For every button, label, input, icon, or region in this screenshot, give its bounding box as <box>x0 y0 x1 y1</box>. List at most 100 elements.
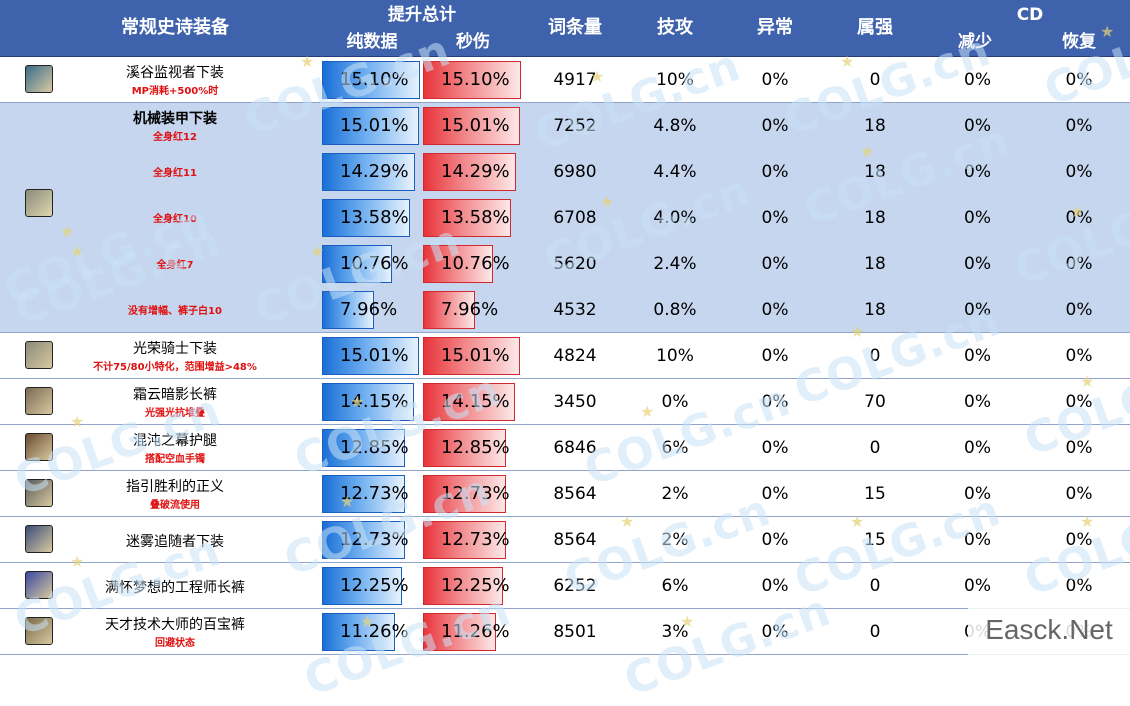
cell-elem: 0 <box>869 438 881 458</box>
cell-cd-recover: 0% <box>1065 484 1093 504</box>
pure-bar <box>322 613 395 651</box>
cell-cd-recover: 0% <box>1065 576 1093 596</box>
dps-bar <box>423 61 521 99</box>
item-icon <box>25 617 53 645</box>
header-item: 常规史诗装备 <box>121 17 229 38</box>
dps-value: 11.26% <box>441 621 510 642</box>
cell-count: 4824 <box>553 346 597 366</box>
dps-bar <box>423 291 475 329</box>
pure-value: 11.26% <box>340 621 409 642</box>
cell-cd-reduce: 0% <box>964 438 991 458</box>
item-icon <box>25 65 53 93</box>
cell-elem: 18 <box>864 116 886 136</box>
cell-abnormal: 0% <box>761 208 789 228</box>
dps-value: 15.01% <box>441 345 510 366</box>
pure-bar <box>322 429 405 467</box>
table-row: 没有增幅、裤子白10 7.96% 7.96% 4532 0.8% 0% 18 0% 0% <box>0 287 1130 333</box>
table-row: 指引胜利的正义 叠破流使用 12.73% 12.73% 8564 2% 0% 15 0% 0% <box>0 471 1130 517</box>
cell-abnormal: 0% <box>761 438 789 458</box>
cell-count: 3450 <box>553 392 597 412</box>
brand-watermark: Easck.Net <box>968 604 1130 656</box>
pure-bar <box>322 245 392 283</box>
pure-value: 12.85% <box>340 437 409 458</box>
cell-abnormal: 0% <box>761 530 789 550</box>
item-note: 全身红7 <box>156 260 194 271</box>
item-name: 光荣骑士下装 <box>133 341 217 357</box>
item-name: 机械装甲下装 <box>133 111 217 127</box>
cell-cd-recover: 0% <box>1065 116 1093 136</box>
item-name: 指引胜利的正义 <box>126 479 224 495</box>
cell-count: 4532 <box>553 300 597 320</box>
header-abnormal: 异常 <box>757 17 793 38</box>
cell-skill: 10% <box>656 346 694 366</box>
pure-bar <box>322 61 420 99</box>
header-cd-recover: 恢复 <box>1062 32 1096 52</box>
item-note: 搭配空血手镯 <box>145 454 205 465</box>
pure-value: 10.76% <box>340 253 409 274</box>
cell-cd-reduce: 0% <box>964 392 991 412</box>
cell-cd-reduce: 0% <box>964 208 991 228</box>
item-name: 霜云暗影长裤 <box>133 387 217 403</box>
cell-count: 6846 <box>553 438 597 458</box>
cell-cd-reduce: 0% <box>964 530 991 550</box>
dps-value: 15.10% <box>441 69 510 90</box>
cell-count: 4917 <box>553 70 597 90</box>
item-icon <box>25 341 53 369</box>
cell-skill: 2.4% <box>653 254 697 274</box>
cell-count: 5620 <box>553 254 597 274</box>
pure-bar <box>322 567 402 605</box>
cell-cd-recover: 0% <box>1065 208 1093 228</box>
cell-abnormal: 0% <box>761 392 789 412</box>
pure-value: 15.01% <box>340 345 409 366</box>
cell-abnormal: 0% <box>761 116 789 136</box>
dps-value: 10.76% <box>441 253 510 274</box>
cell-abnormal: 0% <box>761 346 789 366</box>
pure-bar <box>322 153 415 191</box>
header-count: 词条量 <box>548 17 602 38</box>
cell-skill: 0.8% <box>653 300 697 320</box>
header-cd: CD <box>1016 5 1044 25</box>
pure-value: 12.25% <box>340 575 409 596</box>
cell-elem: 18 <box>864 162 886 182</box>
cell-skill: 2% <box>661 484 689 504</box>
table-row: 全身红11 14.29% 14.29% 6980 4.4% 0% 18 0% 0% <box>0 149 1130 195</box>
cell-cd-recover: 0% <box>1065 70 1093 90</box>
dps-bar <box>423 337 520 375</box>
dps-value: 7.96% <box>441 299 499 320</box>
dps-bar <box>423 383 515 421</box>
item-icon <box>25 571 53 599</box>
cell-elem: 0 <box>869 70 881 90</box>
header-dps: 秒伤 <box>456 32 490 52</box>
pure-value: 14.29% <box>340 161 409 182</box>
cell-cd-reduce: 0% <box>964 116 991 136</box>
cell-cd-reduce: 0% <box>964 70 991 90</box>
cell-count: 8564 <box>553 484 597 504</box>
dps-bar <box>423 567 503 605</box>
item-note: 全身红10 <box>153 214 197 225</box>
pure-value: 15.01% <box>340 115 409 136</box>
cell-skill: 4.8% <box>653 116 697 136</box>
table-row: 混沌之幕护腿 搭配空血手镯 12.85% 12.85% 6846 6% 0% 0 0% 0% <box>0 425 1130 471</box>
table-row: 迷雾追随者下装 12.73% 12.73% 8564 2% 0% 15 0% 0% <box>0 517 1130 563</box>
header-elem: 属强 <box>857 17 893 38</box>
cell-elem: 18 <box>864 300 886 320</box>
dps-bar <box>423 153 516 191</box>
dps-bar <box>423 521 506 559</box>
item-note: 光强光抗堆叠 <box>145 408 205 419</box>
cell-elem: 0 <box>869 622 881 642</box>
pure-value: 12.73% <box>340 483 409 504</box>
table-row: 机械装甲下装 全身红12 15.01% 15.01% 7252 4.8% 0% 18 0% 0% <box>0 103 1130 149</box>
cell-elem: 70 <box>864 392 886 412</box>
cell-abnormal: 0% <box>761 70 789 90</box>
item-name: 迷雾追随者下装 <box>126 534 224 550</box>
item-note: 叠破流使用 <box>150 500 200 511</box>
item-icon <box>25 189 53 217</box>
cell-abnormal: 0% <box>761 622 789 642</box>
table-row: 全身红10 13.58% 13.58% 6708 4.0% 0% 18 0% 0% <box>0 195 1130 241</box>
cell-skill: 2% <box>661 530 689 550</box>
item-name: 满怀梦想的工程师长裤 <box>105 580 245 596</box>
table-header: 常规史诗装备 提升总计 纯数据 秒伤 词条量 技攻 异常 属强 CD 减少 恢复 <box>0 0 1130 58</box>
item-icon <box>25 387 53 415</box>
cell-cd-recover: 0% <box>1065 300 1093 320</box>
header-cd-reduce: 减少 <box>958 32 992 52</box>
